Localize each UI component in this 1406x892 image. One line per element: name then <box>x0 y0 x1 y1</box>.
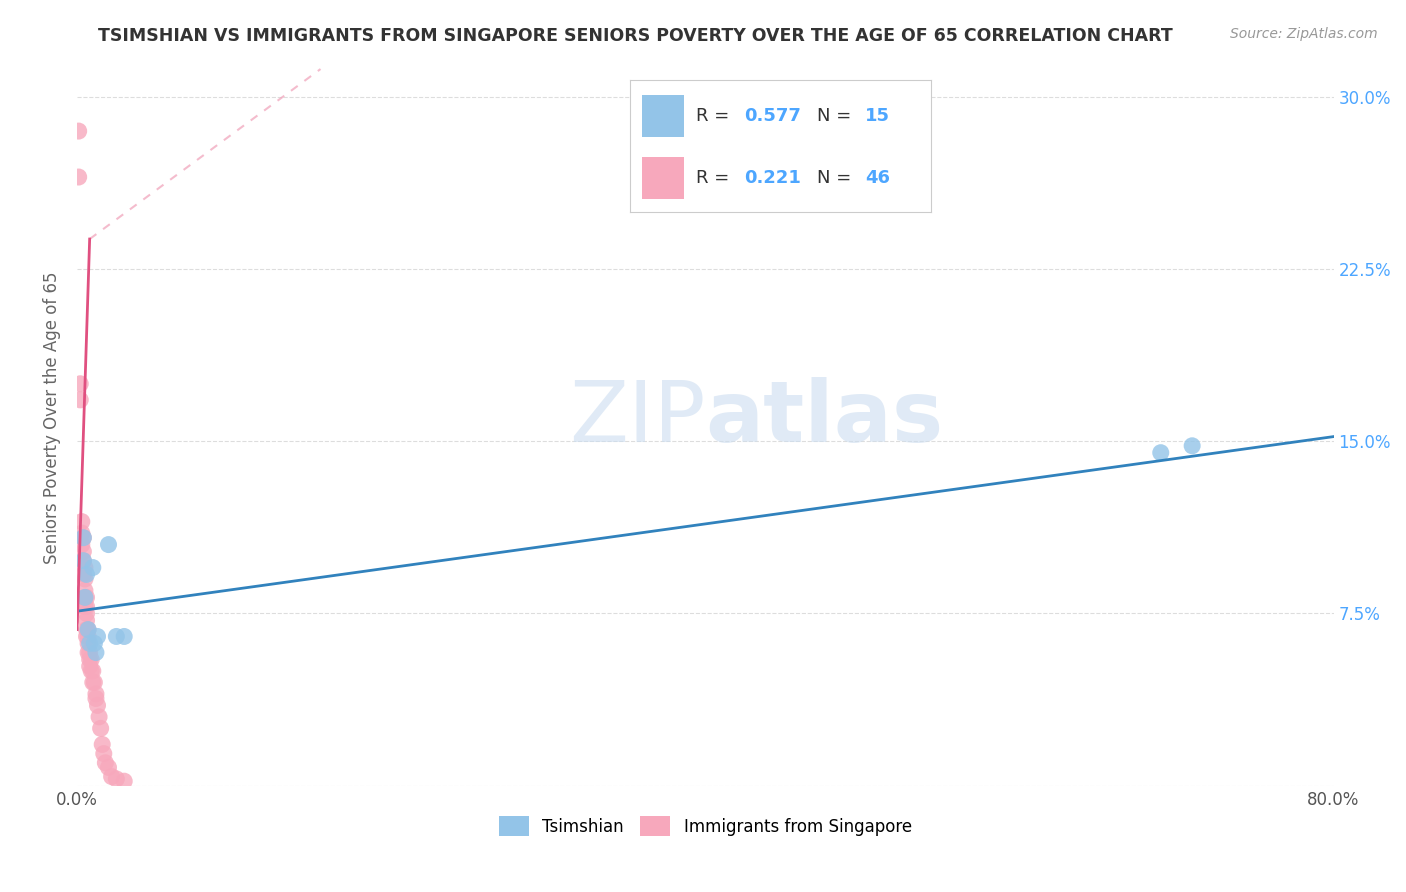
Point <box>72 554 94 568</box>
Point <box>76 614 98 628</box>
Point <box>76 623 98 637</box>
Point <box>76 567 98 582</box>
Point <box>87 710 110 724</box>
Point <box>77 623 100 637</box>
Point <box>83 675 105 690</box>
Point <box>67 169 90 184</box>
Point <box>77 646 100 660</box>
Point <box>84 691 107 706</box>
Point <box>86 698 108 713</box>
Point <box>72 531 94 545</box>
Text: Source: ZipAtlas.com: Source: ZipAtlas.com <box>1230 27 1378 41</box>
Point <box>112 774 135 789</box>
Point <box>84 687 107 701</box>
Point <box>72 554 94 568</box>
Point <box>82 675 104 690</box>
Point <box>69 376 91 391</box>
Point <box>97 538 120 552</box>
Point <box>67 124 90 138</box>
Y-axis label: Seniors Poverty Over the Age of 65: Seniors Poverty Over the Age of 65 <box>44 272 60 565</box>
Point <box>77 623 100 637</box>
Text: atlas: atlas <box>706 376 943 459</box>
Point <box>105 630 128 644</box>
Point <box>79 636 101 650</box>
Point <box>73 583 96 598</box>
Point <box>70 526 93 541</box>
Point <box>73 591 96 605</box>
Point <box>86 630 108 644</box>
Point <box>77 636 100 650</box>
Point <box>82 560 104 574</box>
Point <box>93 747 115 761</box>
Point <box>90 722 112 736</box>
Point <box>97 760 120 774</box>
Point <box>79 646 101 660</box>
Point <box>76 630 98 644</box>
Point <box>77 630 100 644</box>
Point <box>73 572 96 586</box>
Point <box>76 607 98 621</box>
Point <box>73 591 96 605</box>
Point <box>73 560 96 574</box>
Point <box>105 772 128 786</box>
Point <box>1150 446 1173 460</box>
Point <box>94 756 117 770</box>
Text: TSIMSHIAN VS IMMIGRANTS FROM SINGAPORE SENIORS POVERTY OVER THE AGE OF 65 CORREL: TSIMSHIAN VS IMMIGRANTS FROM SINGAPORE S… <box>98 27 1173 45</box>
Point <box>76 591 98 605</box>
Point <box>70 515 93 529</box>
Point <box>100 770 122 784</box>
Point <box>91 738 114 752</box>
Point <box>1181 439 1204 453</box>
Point <box>70 538 93 552</box>
Point <box>72 531 94 545</box>
Point <box>80 652 103 666</box>
Point <box>76 599 98 614</box>
Point <box>79 652 101 666</box>
Point <box>84 646 107 660</box>
Legend: Tsimshian, Immigrants from Singapore: Tsimshian, Immigrants from Singapore <box>499 816 912 837</box>
Point <box>72 567 94 582</box>
Point <box>69 392 91 407</box>
Point <box>79 659 101 673</box>
Point <box>82 664 104 678</box>
Point <box>72 544 94 558</box>
Point <box>83 636 105 650</box>
Point <box>112 630 135 644</box>
Point <box>73 599 96 614</box>
Point <box>80 664 103 678</box>
Text: ZIP: ZIP <box>569 376 706 459</box>
